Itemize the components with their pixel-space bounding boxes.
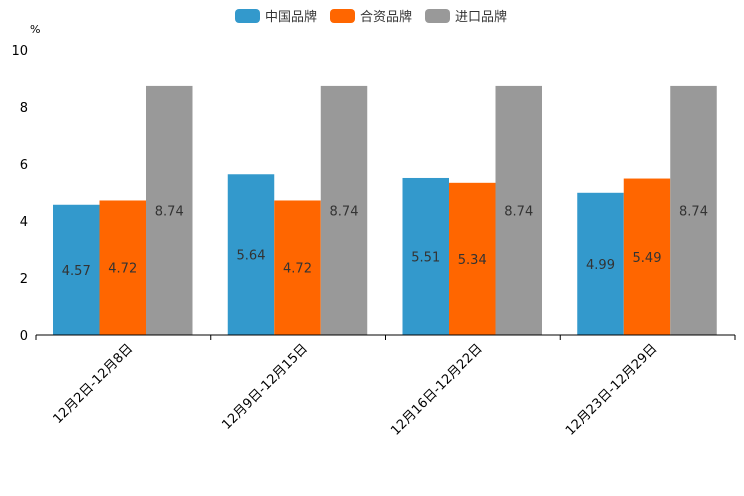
legend-swatch-1[interactable]: [235, 9, 260, 23]
y-tick-label: 10: [11, 44, 28, 59]
legend-label-2[interactable]: 合资品牌: [360, 9, 412, 25]
bar-2-2[interactable]: [274, 200, 321, 335]
bar-1-4[interactable]: [577, 192, 624, 335]
data-label-1-4: 4.99: [586, 258, 615, 273]
x-tick-label-4: 12月23日-12月29日: [563, 341, 660, 438]
bar-1-3[interactable]: [402, 177, 450, 335]
bar-3-4[interactable]: [670, 85, 717, 335]
data-label-1-3: 5.51: [411, 250, 440, 265]
legend: 中国品牌 合资品牌 进口品牌: [235, 9, 507, 25]
y-tick-label: 2: [20, 272, 28, 287]
y-tick-label: 6: [20, 158, 28, 173]
data-label-3-2: 8.74: [330, 204, 359, 219]
data-label-1-2: 5.64: [237, 249, 266, 264]
data-label-2-2: 4.72: [283, 262, 312, 277]
data-label-2-1: 4.72: [108, 262, 137, 277]
x-tick-label-2: 12月9日-12月15日: [219, 341, 311, 433]
legend-label-3[interactable]: 进口品牌: [455, 9, 507, 25]
bar-2-1[interactable]: [99, 200, 147, 335]
data-label-3-3: 8.74: [504, 204, 533, 219]
legend-swatch-3[interactable]: [425, 9, 450, 23]
bar-1-2[interactable]: [227, 174, 275, 335]
legend-swatch-2[interactable]: [330, 9, 355, 23]
bar-3-2[interactable]: [320, 85, 368, 335]
data-label-3-1: 8.74: [155, 204, 184, 219]
bar-1-1[interactable]: [53, 204, 100, 335]
x-tick-label-1: 12月2日-12月8日: [50, 341, 136, 427]
x-tick-label-3: 12月16日-12月22日: [388, 341, 485, 438]
y-tick-label: 4: [20, 215, 28, 230]
data-label-2-3: 5.34: [458, 253, 487, 268]
legend-label-1[interactable]: 中国品牌: [265, 9, 317, 25]
y-tick-label: 8: [20, 101, 28, 116]
bar-3-1[interactable]: [146, 85, 193, 335]
y-axis: % 0 2 4 6 8 10: [11, 23, 40, 344]
data-label-3-4: 8.74: [679, 204, 708, 219]
bar-2-3[interactable]: [449, 182, 496, 335]
data-label-2-4: 5.49: [633, 251, 662, 266]
y-axis-unit: %: [30, 23, 40, 36]
y-tick-label: 0: [20, 329, 28, 344]
bar-2-4[interactable]: [623, 178, 671, 335]
x-axis: 12月2日-12月8日 12月9日-12月15日 12月16日-12月22日 12月2…: [35, 334, 736, 439]
data-labels: 4.57 4.72 8.74 5.64 4.72 8.74 5.51 5.34 8.74 4.99…: [62, 204, 708, 278]
bars: [53, 85, 717, 335]
bar-3-3[interactable]: [495, 85, 543, 335]
data-label-1-1: 4.57: [62, 264, 91, 279]
